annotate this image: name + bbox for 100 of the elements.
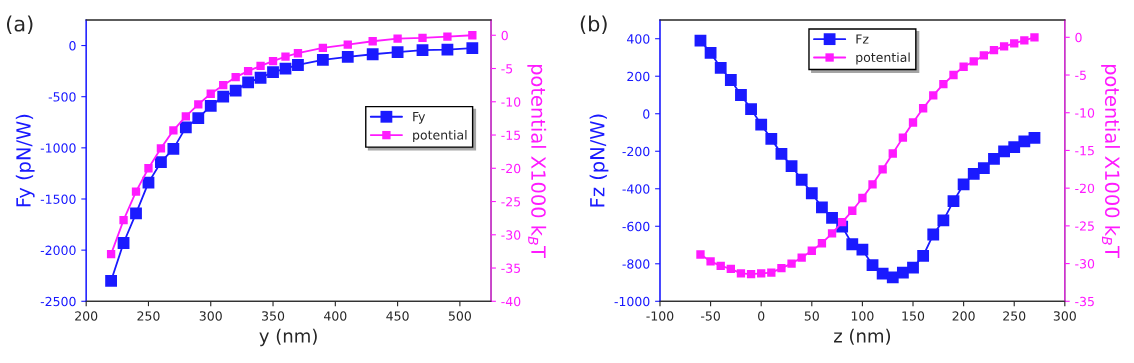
point xyxy=(775,147,788,160)
y-tick-label: -800 xyxy=(622,259,650,269)
y-tick-label: -200 xyxy=(622,146,650,157)
point xyxy=(231,72,240,82)
point xyxy=(878,165,887,174)
point xyxy=(817,239,827,248)
y2-tick-label: -15 xyxy=(501,130,521,140)
point xyxy=(979,51,989,60)
point xyxy=(856,243,869,256)
point xyxy=(716,261,725,271)
point xyxy=(441,43,454,56)
point xyxy=(117,237,130,249)
y2-axis-title: potential X1000 k$_{B}$T xyxy=(527,64,547,259)
y2-tick-label: -10 xyxy=(1075,108,1095,118)
point xyxy=(969,57,978,66)
x-tick-label: 200 xyxy=(75,311,98,321)
point xyxy=(130,207,142,220)
point xyxy=(131,187,141,196)
x-tick-label: 250 xyxy=(137,311,160,321)
y-axis-title: Fz (pN/W) xyxy=(589,114,609,207)
point xyxy=(204,99,217,112)
x-tick-label: 400 xyxy=(324,311,347,321)
point xyxy=(989,45,999,55)
point xyxy=(1020,36,1029,45)
point xyxy=(144,164,153,173)
point xyxy=(957,178,970,191)
point xyxy=(142,176,155,189)
point xyxy=(797,253,806,262)
y2-tick-label: -20 xyxy=(1075,183,1095,194)
point xyxy=(194,100,203,109)
point xyxy=(267,66,279,79)
point xyxy=(838,217,847,227)
y2-tick-label: -35 xyxy=(501,263,521,273)
legend-label: potential xyxy=(413,129,467,143)
point xyxy=(167,142,180,155)
point xyxy=(848,206,857,215)
point xyxy=(318,43,328,53)
legend-label: potential xyxy=(856,52,910,65)
point xyxy=(242,76,255,89)
point xyxy=(888,149,897,158)
y-tick-label: -600 xyxy=(622,221,650,232)
point xyxy=(805,187,818,200)
y-tick-label: -1000 xyxy=(40,143,76,153)
x-tick-label: 0 xyxy=(758,311,765,321)
point xyxy=(366,48,379,61)
x-tick-label: 300 xyxy=(1053,311,1076,321)
point xyxy=(229,84,242,97)
point xyxy=(468,31,477,40)
y-tick-label: -1500 xyxy=(40,194,76,204)
point xyxy=(416,44,429,57)
point xyxy=(866,259,879,271)
point xyxy=(755,118,768,131)
x-tick-label: -100 xyxy=(646,311,674,321)
point xyxy=(714,61,727,74)
y2-tick-label: -25 xyxy=(501,197,521,207)
x-tick-label: 50 xyxy=(804,311,819,321)
point xyxy=(898,133,908,142)
point xyxy=(1018,135,1031,148)
point xyxy=(947,195,960,208)
x-tick-label: 350 xyxy=(262,311,285,321)
point xyxy=(736,269,746,278)
y2-axis-title: potential X1000 k$_{B}$T xyxy=(1101,64,1120,259)
point xyxy=(827,229,837,238)
x-tick-label: -50 xyxy=(701,311,720,321)
point xyxy=(886,271,899,284)
x-tick-label: 200 xyxy=(952,311,975,321)
point xyxy=(927,228,940,241)
point xyxy=(959,62,968,71)
point xyxy=(169,126,178,135)
y-tick-label: 0 xyxy=(643,109,650,119)
chart-title: (a) xyxy=(7,15,33,35)
y-tick-label: 400 xyxy=(627,34,650,44)
point xyxy=(1030,33,1039,42)
point xyxy=(988,153,1000,165)
y2-tick-label: -35 xyxy=(1075,296,1094,307)
point xyxy=(967,168,980,180)
point xyxy=(256,61,265,71)
point xyxy=(316,53,329,66)
x-tick-label: 450 xyxy=(386,311,409,321)
y2-tick-label: -10 xyxy=(501,97,521,107)
y-tick-label: -400 xyxy=(622,184,650,194)
y-tick-label: -2000 xyxy=(40,245,76,256)
point xyxy=(726,264,735,274)
point xyxy=(767,268,776,277)
point xyxy=(937,214,950,227)
point xyxy=(219,80,228,90)
point xyxy=(826,211,838,224)
x-tick-label: 150 xyxy=(902,311,925,321)
y2-tick-label: -5 xyxy=(501,64,513,74)
point xyxy=(746,269,756,279)
point xyxy=(192,112,205,125)
y2-tick-label: 0 xyxy=(501,30,508,41)
y-tick-label: -2500 xyxy=(40,296,76,307)
point xyxy=(466,42,479,54)
y2-tick-label: -5 xyxy=(1075,70,1086,80)
y-tick-label: -500 xyxy=(48,92,76,102)
x-tick-label: 300 xyxy=(199,311,222,321)
point xyxy=(949,70,958,80)
point xyxy=(281,52,290,61)
x-axis-title: z (nm) xyxy=(834,328,891,345)
